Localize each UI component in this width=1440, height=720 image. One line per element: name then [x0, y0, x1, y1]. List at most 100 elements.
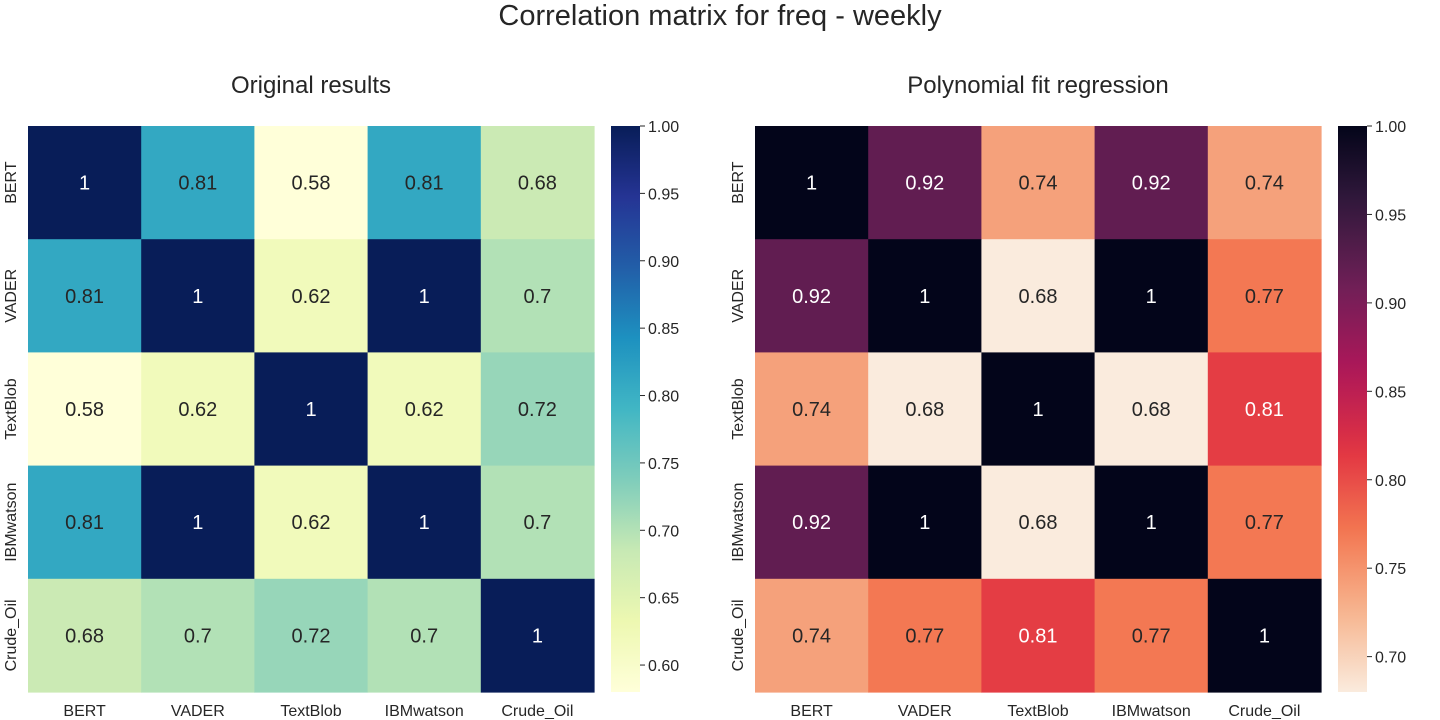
cell-value-label: 0.74 [1245, 173, 1284, 195]
cell-value-label: 0.74 [792, 399, 831, 421]
cell-value-label: 0.62 [292, 286, 331, 308]
heatmap-cell [981, 126, 1096, 240]
colorbar-tick-label: 0.65 [648, 591, 679, 608]
cell-value-label: 0.81 [65, 286, 104, 308]
heatmap-cell [1207, 578, 1322, 693]
heatmap-cell [1094, 239, 1209, 353]
cell-value-label: 0.77 [1132, 625, 1171, 647]
heatmap-cell [480, 126, 595, 240]
colorbar-tick-label: 0.90 [648, 254, 679, 271]
y-tick-label: VADER [730, 269, 747, 323]
cell-value-label: 0.77 [905, 625, 944, 647]
heatmap-cell [1094, 352, 1209, 467]
heatmap-cell [141, 352, 255, 467]
cell-value-label: 0.77 [1245, 286, 1284, 308]
cell-value-label: 0.68 [1132, 399, 1171, 421]
y-tick-label: TextBlob [730, 378, 747, 439]
cell-value-label: 1 [1146, 286, 1157, 308]
cell-value-label: 1 [806, 173, 817, 195]
colorbar-tick-label: 0.70 [1375, 650, 1406, 667]
heatmap-cell [28, 352, 142, 467]
cell-value-label: 0.68 [905, 399, 944, 421]
cell-value-label: 1 [419, 286, 430, 308]
cell-value-label: 0.7 [523, 512, 551, 534]
cell-value-label: 1 [1259, 625, 1270, 647]
heatmap-cell [868, 352, 982, 467]
heatmap-cell [1207, 239, 1322, 353]
cell-value-label: 0.62 [405, 399, 444, 421]
heatmap-cell [254, 578, 369, 693]
cell-value-label: 1 [1032, 399, 1043, 421]
heatmap-cell [141, 126, 255, 240]
cell-value-label: 0.74 [1019, 173, 1058, 195]
cell-value-label: 0.77 [1245, 512, 1284, 534]
heatmap-cell [254, 352, 369, 467]
heatmap-cell [141, 578, 255, 693]
cell-value-label: 0.68 [65, 625, 104, 647]
y-tick-label: BERT [3, 161, 20, 204]
cell-value-label: 1 [1146, 512, 1157, 534]
cell-value-label: 0.58 [65, 399, 104, 421]
heatmap-cell [367, 465, 482, 580]
heatmap-cell [1207, 352, 1322, 467]
subplot-title: Polynomial fit regression [907, 72, 1168, 99]
cell-value-label: 1 [532, 625, 543, 647]
heatmap-cell [254, 465, 369, 580]
cell-value-label: 0.92 [1132, 173, 1171, 195]
cell-value-label: 0.72 [518, 399, 557, 421]
heatmap-cell [28, 126, 142, 240]
x-tick-label: TextBlob [1007, 703, 1068, 720]
heatmap-cell [1094, 465, 1209, 580]
heatmap-cell [1207, 126, 1322, 240]
cell-value-label: 1 [192, 512, 203, 534]
figure-title: Correlation matrix for freq - weekly [498, 0, 942, 32]
x-tick-label: BERT [790, 703, 833, 720]
heatmap-cell [981, 352, 1096, 467]
cell-value-label: 0.81 [178, 173, 217, 195]
cell-value-label: 0.92 [792, 512, 831, 534]
heatmap-cell [367, 578, 482, 693]
y-tick-label: IBMwatson [3, 483, 20, 562]
heatmap-cell [868, 465, 982, 580]
cell-value-label: 0.68 [1019, 286, 1058, 308]
y-tick-label: TextBlob [3, 378, 20, 439]
cell-value-label: 0.92 [905, 173, 944, 195]
colorbar-tick-label: 0.60 [648, 658, 679, 675]
colorbar-tick-label: 0.75 [648, 456, 679, 473]
heatmap-cell [981, 465, 1096, 580]
cell-value-label: 1 [919, 512, 930, 534]
heatmap-cell [755, 465, 869, 580]
heatmap-cell [480, 465, 595, 580]
colorbar-tick-label: 0.85 [1375, 384, 1406, 401]
cell-value-label: 0.81 [1019, 625, 1058, 647]
cell-value-label: 1 [192, 286, 203, 308]
heatmap-cell [1094, 126, 1209, 240]
heatmap-polynomial-fit-regression: Polynomial fit regression 1 0.92 0.74 0.92 0.… [730, 72, 1406, 720]
colorbar-tick-label: 0.90 [1375, 296, 1406, 313]
cell-value-label: 0.72 [292, 625, 331, 647]
heatmap-cell [28, 465, 142, 580]
cell-value-label: 0.92 [792, 286, 831, 308]
colorbar-tick-label: 0.75 [1375, 561, 1406, 578]
heatmap-cell [480, 239, 595, 353]
heatmap-cell [755, 126, 869, 240]
heatmap-cell [367, 126, 482, 240]
cell-value-label: 0.81 [1245, 399, 1284, 421]
heatmap-original-results: Original results 1 0.81 0.58 0.81 0.68 0.81 1 0.… [3, 72, 679, 720]
colorbar-tick-label: 0.95 [1375, 207, 1406, 224]
heatmap-cell [981, 578, 1096, 693]
heatmap-cell [868, 578, 982, 693]
x-tick-label: IBMwatson [385, 703, 464, 720]
heatmap-cell [141, 465, 255, 580]
cell-value-label: 0.68 [1019, 512, 1058, 534]
y-tick-label: Crude_Oil [730, 599, 747, 671]
colorbar [1338, 126, 1367, 692]
colorbar-tick-label: 0.80 [648, 389, 679, 406]
heatmap-cell [1207, 465, 1322, 580]
heatmap-cell [480, 352, 595, 467]
cell-value-label: 1 [919, 286, 930, 308]
heatmap-cell [367, 352, 482, 467]
x-tick-label: Crude_Oil [501, 703, 573, 720]
y-tick-label: Crude_Oil [3, 599, 20, 671]
